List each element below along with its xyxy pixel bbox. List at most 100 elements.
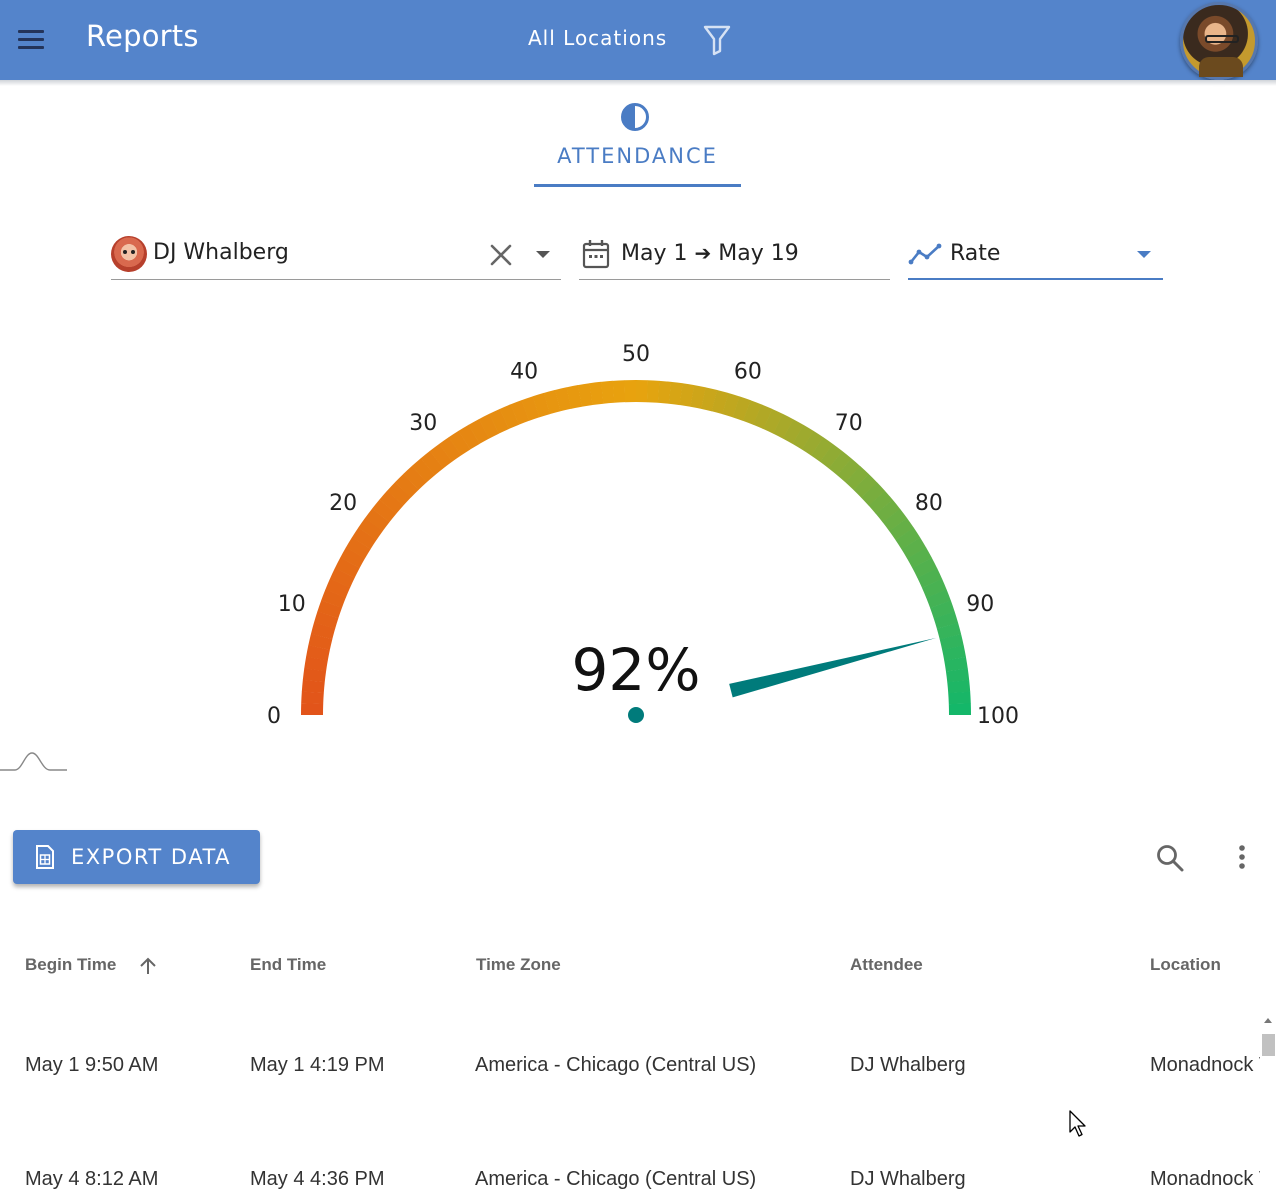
gauge-arc-segment xyxy=(566,385,582,409)
gauge-tick-label: 10 xyxy=(278,592,306,617)
cell-end-time: May 1 4:19 PM xyxy=(250,1054,385,1076)
column-header-end-time[interactable]: End Time xyxy=(250,955,327,974)
gauge-tick-label: 60 xyxy=(734,360,762,385)
search-icon[interactable] xyxy=(1150,838,1190,878)
gauge-tick-label: 40 xyxy=(510,360,538,385)
gauge-arc-segment xyxy=(543,389,561,415)
gauge-tick-label: 70 xyxy=(835,411,863,436)
gauge-tick-label: 50 xyxy=(622,342,650,367)
gauge-arc-segment xyxy=(379,490,404,514)
location-selector[interactable]: All Locations xyxy=(528,26,668,50)
gauge-arc-segment xyxy=(532,392,550,418)
gauge-tick-label: 0 xyxy=(267,704,281,729)
tab-attendance[interactable]: ATTENDANCE xyxy=(534,92,741,188)
filter-icon[interactable] xyxy=(702,22,732,56)
column-header-location[interactable]: Location xyxy=(1150,955,1221,974)
document-icon xyxy=(36,845,54,869)
gauge-arc-segment xyxy=(947,679,971,694)
gauge-arc-segment xyxy=(668,381,683,406)
gauge-arc-segment xyxy=(439,437,462,462)
trend-line-icon xyxy=(908,243,942,265)
gauge-arc-segment xyxy=(753,404,773,430)
gauge-arc-segment xyxy=(329,567,355,588)
chevron-down-icon[interactable] xyxy=(536,251,550,258)
metric-value: Rate xyxy=(950,241,1001,266)
metric-select[interactable]: Rate xyxy=(908,232,1163,280)
app-bar-shadow xyxy=(0,80,1276,86)
gauge-arc-segment xyxy=(944,656,968,672)
gauge-arc-segment xyxy=(782,419,804,445)
tab-label: ATTENDANCE xyxy=(557,144,718,168)
user-avatar[interactable] xyxy=(1180,2,1258,80)
calendar-icon xyxy=(582,240,610,269)
date-range-text: May 1 ➔ May 19 xyxy=(621,241,799,266)
scroll-up-arrow[interactable] xyxy=(1264,1018,1272,1023)
gauge-arc-segment xyxy=(901,537,927,559)
gauge-arc-segment xyxy=(801,430,824,456)
attendee-select[interactable]: DJ Whalberg xyxy=(111,232,561,280)
gauge-arc-segment xyxy=(420,450,444,476)
gauge-tick-label: 20 xyxy=(329,491,357,516)
gauge-arc-segment xyxy=(926,589,951,609)
gauge-arc-segment xyxy=(810,437,834,462)
column-header-begin-time[interactable]: Begin Time xyxy=(25,955,117,974)
gauge-arc-segment xyxy=(317,600,342,619)
gauge-arc-segment xyxy=(301,691,324,705)
gauge-arc-segment xyxy=(679,383,695,407)
attendance-gauge: 0 10 20 30 40 50 60 70 80 90 100 92% xyxy=(267,342,1019,729)
page-title: Reports xyxy=(86,19,199,53)
table-row[interactable]: May 4 8:12 AM May 4 4:36 PM America - Ch… xyxy=(0,1124,1260,1198)
gauge-arc-segment xyxy=(882,508,908,532)
table-row[interactable]: May 1 9:50 AM May 1 4:19 PM America - Ch… xyxy=(0,1010,1260,1124)
gauge-arc-segment xyxy=(917,568,943,588)
cell-location: Monadnock V xyxy=(1150,1168,1260,1190)
gauge-arc-segment xyxy=(403,465,427,490)
mouse-cursor-icon xyxy=(1069,1110,1086,1137)
gauge-arc-segment xyxy=(942,645,966,661)
chevron-down-icon[interactable] xyxy=(1137,251,1151,258)
table-scrollbar[interactable] xyxy=(1260,1016,1276,1198)
date-range-picker[interactable]: May 1 ➔ May 19 xyxy=(579,232,890,280)
gauge-arc-segment xyxy=(301,679,325,694)
gauge-arc-segment xyxy=(711,389,729,415)
export-data-button[interactable]: EXPORT DATA xyxy=(13,830,260,884)
gauge-arc-segment xyxy=(489,408,509,434)
gauge-arc-segment xyxy=(792,424,814,450)
gauge-arc-segment xyxy=(763,408,784,434)
gauge-arc-segment xyxy=(308,633,333,650)
gauge-arc-segment xyxy=(600,380,615,404)
scroll-thumb[interactable] xyxy=(1262,1034,1275,1056)
gauge-arc-segment xyxy=(340,547,366,569)
arrow-up-icon[interactable] xyxy=(137,955,159,977)
gauge-arc-segment xyxy=(912,557,938,579)
cell-time-zone: America - Chicago (Central US) xyxy=(475,1168,757,1190)
column-header-attendee[interactable]: Attendee xyxy=(850,955,923,974)
attendee-avatar xyxy=(111,236,147,272)
gauge-arc-segment xyxy=(930,600,955,619)
gauge-arc-segment xyxy=(722,392,740,418)
gauge-arc-segment xyxy=(868,490,893,515)
gauge-arc-segment xyxy=(358,517,383,541)
column-header-time-zone[interactable]: Time Zone xyxy=(476,955,561,974)
gauge-arc-segment xyxy=(521,396,540,421)
gauge-tick-label: 100 xyxy=(977,704,1019,729)
clear-icon[interactable] xyxy=(487,241,515,269)
more-vert-icon[interactable] xyxy=(1222,838,1262,878)
gauge-arc-segment xyxy=(468,419,490,444)
gauge-tick-label: 90 xyxy=(966,592,994,617)
gauge-arc-segment xyxy=(313,611,339,629)
gauge-needle xyxy=(729,637,937,698)
menu-button[interactable] xyxy=(12,20,52,60)
cell-attendee: DJ Whalberg xyxy=(850,1054,966,1076)
export-label: EXPORT DATA xyxy=(71,845,232,869)
gauge-arc-segment xyxy=(828,451,852,476)
gauge-arc-segment xyxy=(819,443,843,469)
date-end: May 19 xyxy=(718,241,799,266)
menu-icon xyxy=(18,30,44,33)
gauge-arc-segment xyxy=(478,413,500,439)
gauge-arc-segment xyxy=(351,527,377,550)
tab-indicator xyxy=(534,184,741,187)
date-start: May 1 xyxy=(621,241,688,266)
gauge-arc-segment xyxy=(701,387,718,412)
gauge-arc-segment xyxy=(321,589,346,608)
